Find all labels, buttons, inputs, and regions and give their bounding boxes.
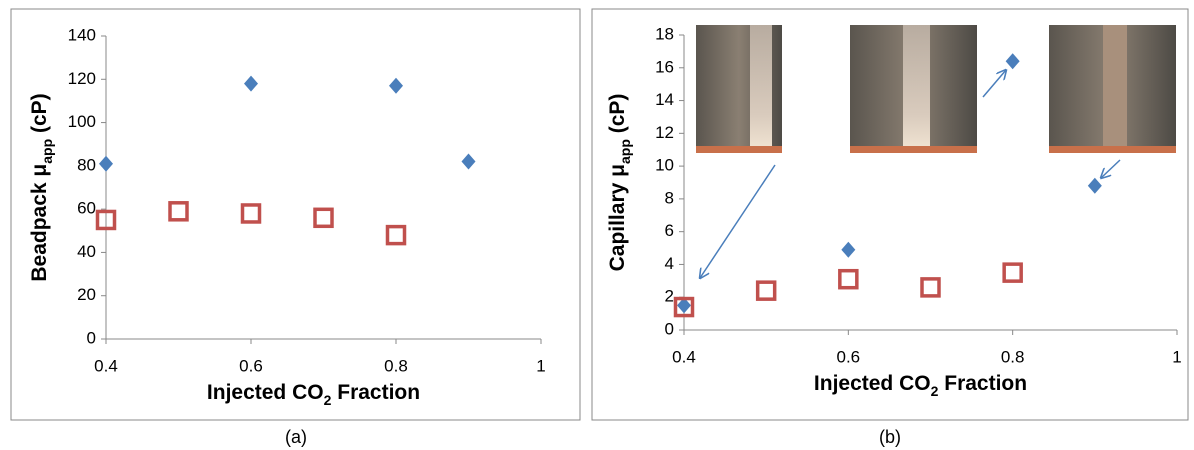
x-tick-label: 0.8 bbox=[384, 356, 408, 375]
axis-title-part: app bbox=[617, 139, 633, 164]
y-tick-label: 60 bbox=[77, 199, 96, 218]
photo-edge bbox=[1049, 146, 1176, 153]
x-tick-label: 0.4 bbox=[94, 356, 118, 375]
x-tick-label: 1 bbox=[536, 356, 545, 375]
y-tick-label: 18 bbox=[655, 24, 674, 43]
y-tick-label: 14 bbox=[655, 90, 674, 109]
photo-core bbox=[750, 25, 772, 153]
photo-core bbox=[903, 25, 930, 153]
axis-title-part: Injected CO bbox=[814, 372, 931, 395]
axis-title-part: Capillary μ bbox=[606, 164, 629, 271]
y-tick-label: 4 bbox=[665, 254, 674, 273]
caption: (a) bbox=[285, 427, 307, 447]
y-tick-label: 80 bbox=[77, 155, 96, 174]
y-tick-label: 16 bbox=[655, 57, 674, 76]
axis-title-part: Beadpack μ bbox=[28, 164, 51, 282]
caption: (b) bbox=[879, 427, 901, 447]
photo-core bbox=[1103, 25, 1127, 153]
axis-title-part: (cP) bbox=[28, 93, 51, 139]
y-tick-label: 0 bbox=[665, 319, 674, 338]
axis-title-part: 2 bbox=[324, 392, 332, 408]
y-tick-label: 40 bbox=[77, 242, 96, 261]
y-tick-label: 120 bbox=[68, 69, 96, 88]
axis-title-part: (cP) bbox=[606, 94, 629, 140]
x-tick-label: 1 bbox=[1172, 347, 1181, 366]
y-tick-label: 8 bbox=[665, 188, 674, 207]
y-tick-label: 100 bbox=[68, 112, 96, 131]
photo-edge bbox=[850, 146, 977, 153]
axis-title-part: Injected CO bbox=[207, 381, 324, 404]
y-tick-label: 0 bbox=[87, 328, 96, 347]
photo-edge bbox=[696, 146, 782, 153]
y-tick-label: 12 bbox=[655, 123, 674, 142]
x-tick-label: 0.8 bbox=[1001, 347, 1025, 366]
y-tick-label: 2 bbox=[665, 287, 674, 306]
x-tick-label: 0.4 bbox=[672, 347, 696, 366]
axis-title-part: 2 bbox=[931, 383, 939, 399]
axis-title-part: app bbox=[39, 139, 55, 164]
x-tick-label: 0.6 bbox=[239, 356, 263, 375]
figure: 0204060801001201400.40.60.81Injected CO2… bbox=[0, 0, 1194, 450]
axis-title-part: Fraction bbox=[331, 381, 420, 404]
photos bbox=[696, 25, 1176, 153]
y-tick-label: 6 bbox=[665, 221, 674, 240]
axis-title-part: Fraction bbox=[938, 372, 1027, 395]
x-tick-label: 0.6 bbox=[837, 347, 861, 366]
y-tick-label: 140 bbox=[68, 25, 96, 44]
y-tick-label: 20 bbox=[77, 285, 96, 304]
y-tick-label: 10 bbox=[655, 156, 674, 175]
